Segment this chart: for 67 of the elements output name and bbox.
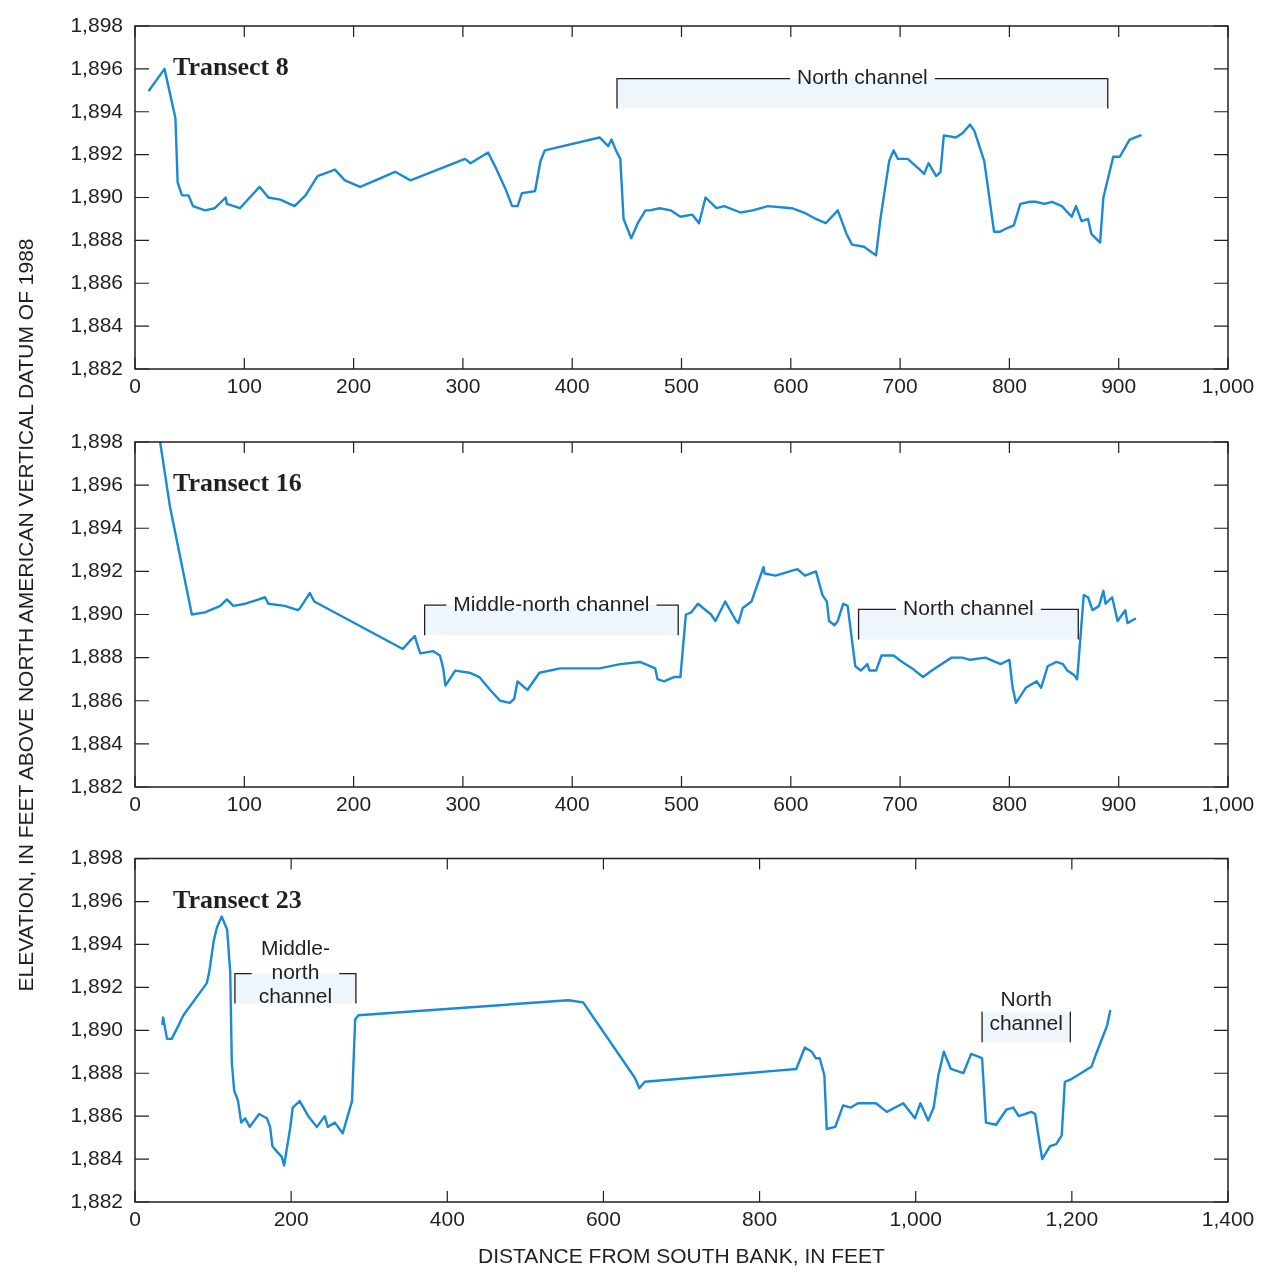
- y-tick-label: 1,898: [70, 428, 123, 452]
- y-tick-label: 1,884: [70, 312, 124, 336]
- y-tick-label: 1,888: [70, 644, 123, 668]
- y-tick-label: 1,894: [70, 515, 124, 539]
- y-tick-label: 1,884: [70, 1145, 124, 1169]
- x-tick-label: 0: [129, 374, 141, 398]
- x-tick-label: 200: [273, 1207, 309, 1231]
- y-tick-label: 1,882: [70, 773, 123, 797]
- band-label: Middle-north channel: [258, 936, 333, 1008]
- x-tick-label: 600: [773, 792, 809, 816]
- x-tick-label: 100: [226, 374, 262, 398]
- y-tick-label: 1,884: [70, 730, 124, 754]
- x-tick-label: 800: [991, 792, 1027, 816]
- x-tick-label: 0: [129, 1207, 141, 1231]
- x-tick-label: 600: [773, 374, 809, 398]
- x-tick-label: 1,000: [1201, 374, 1255, 398]
- y-tick-label: 1,896: [70, 471, 123, 495]
- x-tick-label: 1,000: [889, 1207, 942, 1231]
- x-tick-label: 900: [1101, 374, 1137, 398]
- x-tick-label: 700: [882, 792, 918, 816]
- band-label: North channel: [903, 596, 1034, 620]
- y-tick-label: 1,888: [70, 1060, 123, 1084]
- y-tick-label: 1,894: [70, 931, 124, 955]
- x-tick-label: 400: [554, 374, 590, 398]
- x-tick-label: 600: [585, 1207, 621, 1231]
- x-tick-label: 100: [226, 792, 262, 816]
- band-label: North channel: [797, 65, 928, 89]
- y-tick-label: 1,882: [70, 355, 123, 379]
- y-tick-label: 1,890: [70, 601, 123, 625]
- x-tick-label: 800: [991, 374, 1027, 398]
- y-tick-label: 1,892: [70, 558, 123, 582]
- x-tick-label: 400: [429, 1207, 465, 1231]
- y-tick-label: 1,882: [70, 1188, 123, 1212]
- y-tick-label: 1,898: [70, 12, 123, 36]
- text: Transect 23: [173, 884, 302, 914]
- y-tick-label: 1,890: [70, 184, 123, 208]
- x-axis-title: DISTANCE FROM SOUTH BANK, IN FEET: [478, 1244, 886, 1268]
- band-label: North channel: [989, 987, 1063, 1034]
- y-tick-label: 1,890: [70, 1017, 123, 1041]
- x-tick-label: 300: [445, 374, 481, 398]
- y-tick-label: 1,892: [70, 974, 123, 998]
- text: Transect 8: [173, 52, 289, 81]
- y-tick-label: 1,892: [70, 141, 123, 165]
- y-tick-label: 1,888: [70, 227, 123, 251]
- x-tick-label: 300: [445, 792, 481, 816]
- x-tick-label: 500: [663, 792, 700, 816]
- x-tick-label: 500: [663, 374, 700, 398]
- y-tick-label: 1,896: [70, 55, 123, 79]
- x-tick-label: 200: [336, 374, 372, 398]
- y-tick-label: 1,894: [70, 98, 124, 122]
- y-tick-label: 1,886: [70, 687, 123, 711]
- y-tick-label: 1,886: [70, 270, 123, 294]
- band-label: Middle-north channel: [453, 591, 650, 615]
- y-tick-label: 1,898: [70, 845, 123, 869]
- y-axis-title: ELEVATION, IN FEET ABOVE NORTH AMERICAN VERTICAL DATUM OF 1988: [13, 238, 38, 992]
- y-tick-label: 1,886: [70, 1102, 123, 1126]
- x-tick-label: 1,400: [1201, 1207, 1255, 1231]
- x-tick-label: 1,000: [1201, 792, 1255, 816]
- x-tick-label: 200: [336, 792, 372, 816]
- x-tick-label: 800: [742, 1207, 778, 1231]
- x-tick-label: 700: [882, 374, 918, 398]
- text: Transect 16: [173, 468, 302, 497]
- x-tick-label: 1,200: [1045, 1207, 1099, 1231]
- x-tick-label: 0: [129, 792, 141, 816]
- x-tick-label: 900: [1101, 792, 1137, 816]
- x-tick-label: 400: [554, 792, 590, 816]
- y-tick-label: 1,896: [70, 888, 123, 912]
